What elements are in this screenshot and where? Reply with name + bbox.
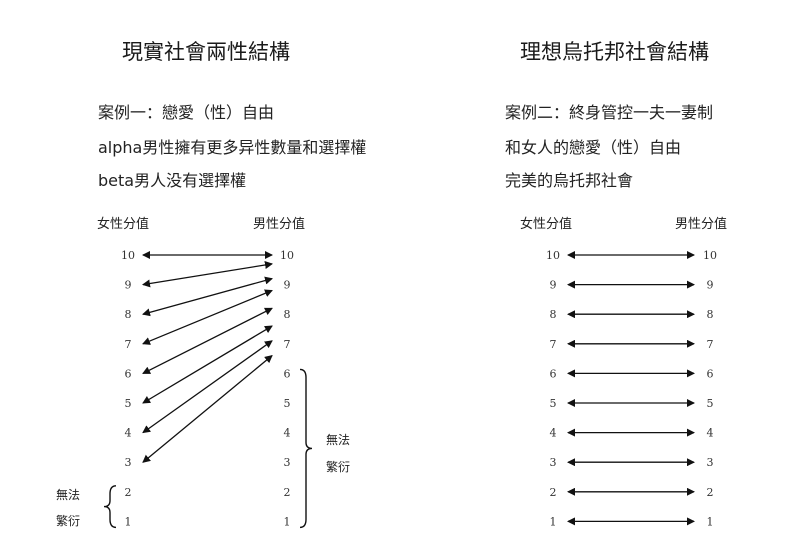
left-case-line-2: alpha男性擁有更多异性數量和選擇權	[98, 138, 367, 157]
right-male-level-3: 3	[707, 456, 714, 469]
left-female-level-4: 4	[125, 427, 132, 440]
left-male-level-2: 2	[284, 486, 291, 499]
left-male-level-5: 5	[284, 397, 291, 410]
right-male-level-10: 10	[703, 249, 717, 262]
right-female-header: 女性分值	[520, 217, 573, 232]
left-female-level-9: 9	[125, 279, 132, 292]
left-case-line-3: beta男人没有選擇權	[98, 171, 247, 190]
left-female-level-1: 1	[125, 515, 132, 528]
left-female-level-10: 10	[121, 249, 135, 262]
left-arrow-5	[142, 325, 273, 404]
right-case-line-3: 完美的烏托邦社會	[505, 171, 634, 190]
right-male-level-7: 7	[707, 338, 714, 351]
left-female-level-2: 2	[125, 486, 132, 499]
right-female-level-5: 5	[550, 397, 557, 410]
right-male-level-6: 6	[707, 367, 714, 380]
left-arrow-3	[142, 355, 273, 463]
left-male-level-8: 8	[284, 308, 291, 321]
left-arrow-9	[142, 261, 273, 288]
right-case-line-2: 和女人的戀愛（性）自由	[505, 138, 682, 157]
left-male-header: 男性分值	[253, 217, 306, 232]
left-male-level-7: 7	[284, 338, 291, 351]
left-male-excluded-label-1: 無法	[326, 433, 351, 447]
right-male-level-4: 4	[707, 427, 714, 440]
left-female-header: 女性分值	[97, 217, 150, 232]
left-female-level-7: 7	[125, 338, 132, 351]
left-male-level-1: 1	[284, 515, 291, 528]
left-male-excluded-label-2: 繁衍	[326, 460, 351, 474]
right-female-level-7: 7	[550, 338, 557, 351]
left-arrow-8	[142, 276, 273, 317]
right-male-level-1: 1	[707, 515, 714, 528]
left-female-level-5: 5	[125, 397, 132, 410]
right-female-level-10: 10	[546, 249, 560, 262]
left-arrow-4	[142, 340, 273, 434]
left-female-level-6: 6	[125, 367, 132, 380]
right-female-level-2: 2	[550, 486, 557, 499]
left-male-level-6: 6	[284, 367, 291, 380]
left-case-line-1: 案例一：戀愛（性）自由	[98, 103, 275, 122]
left-male-excluded-brace	[299, 368, 313, 529]
left-male-level-9: 9	[284, 279, 291, 292]
left-male-level-3: 3	[284, 456, 291, 469]
left-female-excluded-brace	[103, 485, 117, 529]
left-title: 現實社會兩性結構	[122, 40, 290, 64]
right-male-level-2: 2	[707, 486, 714, 499]
right-case-line-1: 案例二：終身管控一夫一妻制	[505, 103, 714, 122]
right-female-level-6: 6	[550, 367, 557, 380]
right-female-level-4: 4	[550, 427, 557, 440]
left-female-excluded-label-1: 無法	[56, 488, 81, 502]
left-female-level-8: 8	[125, 308, 132, 321]
right-male-header: 男性分值	[675, 217, 728, 232]
right-male-level-8: 8	[707, 308, 714, 321]
left-female-level-3: 3	[125, 456, 132, 469]
left-male-level-4: 4	[284, 427, 291, 440]
left-arrow-6	[142, 307, 273, 374]
left-arrow-7	[142, 289, 273, 345]
right-title: 理想烏托邦社會結構	[520, 40, 709, 64]
left-male-level-10: 10	[280, 249, 294, 262]
left-female-excluded-label-2: 繁衍	[56, 514, 81, 528]
right-female-level-3: 3	[550, 456, 557, 469]
right-male-level-5: 5	[707, 397, 714, 410]
right-male-level-9: 9	[707, 279, 714, 292]
right-female-level-9: 9	[550, 279, 557, 292]
right-female-level-8: 8	[550, 308, 557, 321]
right-female-level-1: 1	[550, 515, 557, 528]
